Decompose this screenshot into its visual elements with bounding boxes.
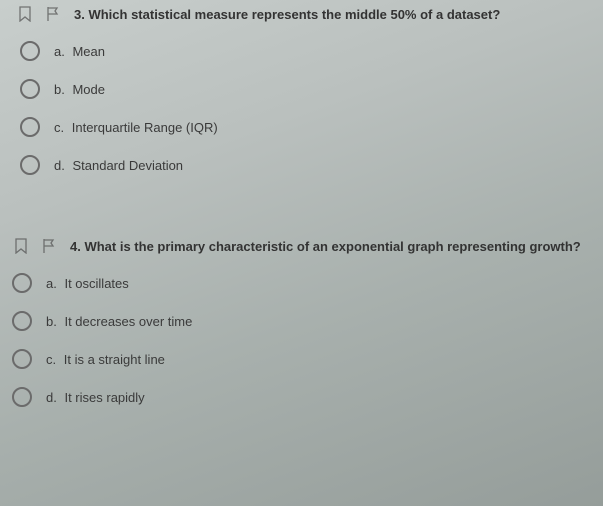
radio-icon[interactable]	[20, 117, 40, 137]
option-letter: d.	[54, 158, 65, 173]
option-letter: c.	[54, 120, 64, 135]
option-text: Interquartile Range (IQR)	[72, 120, 218, 135]
radio-icon[interactable]	[12, 387, 32, 407]
option-label: b. It decreases over time	[46, 314, 192, 329]
option-a[interactable]: a. It oscillates	[4, 264, 603, 302]
option-b[interactable]: b. It decreases over time	[4, 302, 603, 340]
options-list: a. Mean b. Mode c. Interquartile Range (…	[0, 28, 603, 184]
question-block-4: 4. What is the primary characteristic of…	[0, 232, 603, 416]
option-letter: c.	[46, 352, 56, 367]
option-label: d. Standard Deviation	[54, 158, 183, 173]
option-text: Mode	[72, 82, 105, 97]
flag-icon[interactable]	[46, 6, 60, 22]
question-text: 3. Which statistical measure represents …	[74, 7, 500, 22]
option-b[interactable]: b. Mode	[4, 70, 603, 108]
option-text: Standard Deviation	[72, 158, 183, 173]
option-text: Mean	[72, 44, 105, 59]
option-label: a. Mean	[54, 44, 105, 59]
bookmark-icon[interactable]	[18, 6, 32, 22]
option-letter: b.	[46, 314, 57, 329]
option-text: It oscillates	[64, 276, 128, 291]
question-prompt: What is the primary characteristic of an…	[84, 239, 580, 254]
radio-icon[interactable]	[12, 349, 32, 369]
question-number: 4.	[70, 239, 81, 254]
option-c[interactable]: c. Interquartile Range (IQR)	[4, 108, 603, 146]
option-letter: a.	[54, 44, 65, 59]
question-prompt: Which statistical measure represents the…	[88, 7, 500, 22]
radio-icon[interactable]	[20, 155, 40, 175]
question-text: 4. What is the primary characteristic of…	[70, 239, 581, 254]
radio-icon[interactable]	[20, 79, 40, 99]
question-header: 4. What is the primary characteristic of…	[0, 232, 603, 260]
option-letter: d.	[46, 390, 57, 405]
question-header: 3. Which statistical measure represents …	[0, 0, 603, 28]
question-block-3: 3. Which statistical measure represents …	[0, 0, 603, 184]
option-c[interactable]: c. It is a straight line	[4, 340, 603, 378]
option-letter: b.	[54, 82, 65, 97]
radio-icon[interactable]	[12, 311, 32, 331]
option-label: d. It rises rapidly	[46, 390, 145, 405]
question-number: 3.	[74, 7, 85, 22]
option-label: c. It is a straight line	[46, 352, 165, 367]
option-label: c. Interquartile Range (IQR)	[54, 120, 218, 135]
options-list: a. It oscillates b. It decreases over ti…	[0, 260, 603, 416]
bookmark-icon[interactable]	[14, 238, 28, 254]
option-text: It is a straight line	[64, 352, 165, 367]
option-d[interactable]: d. Standard Deviation	[4, 146, 603, 184]
option-text: It rises rapidly	[64, 390, 144, 405]
option-letter: a.	[46, 276, 57, 291]
radio-icon[interactable]	[20, 41, 40, 61]
radio-icon[interactable]	[12, 273, 32, 293]
option-text: It decreases over time	[64, 314, 192, 329]
option-d[interactable]: d. It rises rapidly	[4, 378, 603, 416]
option-label: a. It oscillates	[46, 276, 129, 291]
option-label: b. Mode	[54, 82, 105, 97]
option-a[interactable]: a. Mean	[4, 32, 603, 70]
flag-icon[interactable]	[42, 238, 56, 254]
